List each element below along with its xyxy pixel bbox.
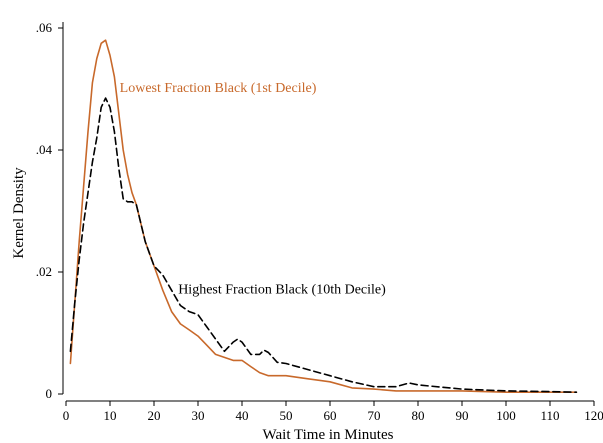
x-tick-label: 40 <box>236 408 249 423</box>
x-tick-label: 50 <box>280 408 293 423</box>
series-line-highest-decile <box>69 97 578 394</box>
x-tick-label: 110 <box>540 408 559 423</box>
x-tick-label: 10 <box>104 408 117 423</box>
x-ticks: 0 10 20 30 40 50 60 70 80 90 100 110 120 <box>63 401 603 423</box>
y-tick-label: .02 <box>36 264 52 279</box>
y-axis-title: Kernel Density <box>11 167 27 259</box>
x-tick-label: 0 <box>63 408 70 423</box>
x-tick-label: 60 <box>324 408 337 423</box>
series-line-lowest-decile <box>69 39 578 394</box>
x-axis-title: Wait Time in Minutes <box>263 427 394 443</box>
x-tick-label: 120 <box>584 408 603 423</box>
y-tick-label: .06 <box>36 20 53 35</box>
x-tick-label: 100 <box>496 408 516 423</box>
annotations: Lowest Fraction Black (1st Decile) Highes… <box>120 81 386 297</box>
y-ticks: 0 .02 .04 .06 <box>36 20 63 401</box>
x-tick-label: 20 <box>148 408 161 423</box>
annotation-lowest-decile: Lowest Fraction Black (1st Decile) <box>120 81 317 96</box>
plot-area <box>69 39 578 394</box>
annotation-highest-decile: Highest Fraction Black (10th Decile) <box>178 282 386 297</box>
x-tick-label: 80 <box>412 408 425 423</box>
y-tick-label: .04 <box>36 142 53 157</box>
x-tick-label: 70 <box>368 408 381 423</box>
x-tick-label: 90 <box>456 408 469 423</box>
axes: 0 10 20 30 40 50 60 70 80 90 100 110 120 0 .02 .04 .06 <box>36 20 603 423</box>
x-tick-label: 30 <box>192 408 205 423</box>
y-tick-label: 0 <box>46 386 53 401</box>
